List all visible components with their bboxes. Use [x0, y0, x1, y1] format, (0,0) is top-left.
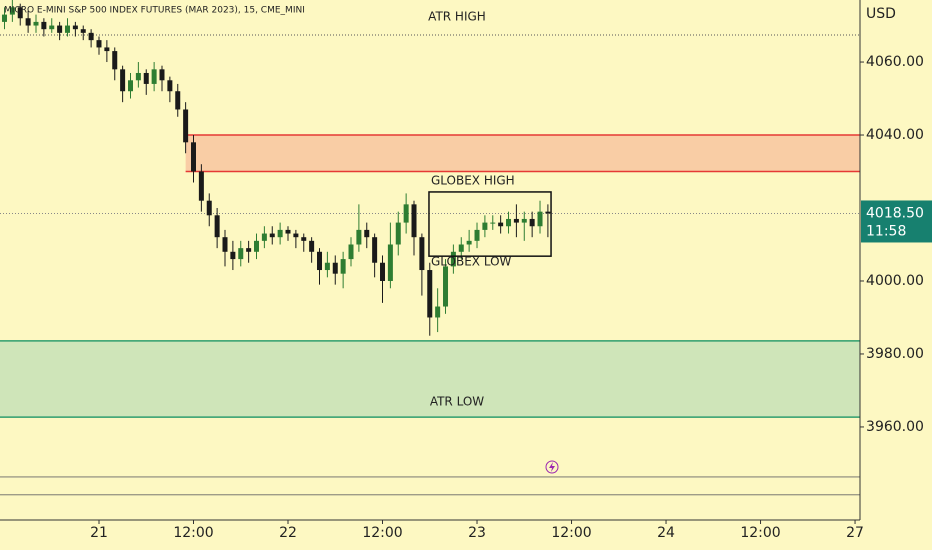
candle-body — [104, 47, 110, 52]
candle-body — [411, 204, 417, 238]
y-tick-label: 4000.00 — [866, 273, 924, 289]
candle-body — [127, 80, 133, 92]
candle-body — [356, 229, 362, 245]
candle-body — [214, 215, 220, 238]
atr-high-label: ATR HIGH — [428, 10, 486, 24]
candle-body — [175, 91, 181, 110]
candle-body — [277, 229, 283, 238]
candle-body — [80, 29, 86, 33]
candle-body — [112, 51, 118, 70]
candle-body — [301, 237, 307, 241]
last-price-label: 4018.50 — [866, 205, 924, 221]
candle-body — [521, 218, 527, 223]
candle-body — [64, 25, 70, 33]
candle-body — [317, 251, 323, 271]
candle-body — [309, 240, 315, 252]
globex-low-label: GLOBEX LOW — [431, 255, 512, 269]
candle-body — [25, 18, 31, 26]
x-tick-label: 12:00 — [551, 525, 591, 541]
zone — [0, 340, 860, 418]
flash-icon — [545, 460, 559, 474]
candle-body — [443, 266, 449, 307]
candle-body — [33, 21, 39, 26]
candle-body — [191, 142, 196, 172]
zone-label: ATR LOW — [430, 395, 484, 409]
candle-body — [419, 237, 425, 271]
x-tick-label: 12:00 — [362, 525, 402, 541]
x-tick-label: 12:00 — [173, 525, 213, 541]
candle-body — [427, 270, 433, 318]
candle-body — [372, 237, 378, 263]
candle-body — [324, 262, 330, 271]
candle-body — [1, 14, 7, 22]
candle-body — [387, 244, 393, 281]
candle-body — [198, 171, 204, 201]
candle-body — [545, 211, 551, 214]
last-price-badge — [861, 200, 932, 243]
candle-body — [498, 222, 504, 227]
candle-body — [364, 229, 370, 238]
x-tick-label: 22 — [279, 525, 297, 541]
candle-body — [230, 251, 236, 260]
zone — [185, 135, 861, 172]
x-tick-label: 24 — [657, 525, 675, 541]
y-tick-label: 4060.00 — [866, 54, 924, 70]
candle-body — [57, 25, 63, 33]
candle-body — [458, 244, 464, 252]
candle-body — [222, 237, 228, 252]
countdown: 11:58 — [866, 223, 906, 239]
y-tick-label: 3960.00 — [866, 419, 924, 435]
x-tick-label: 27 — [846, 525, 864, 541]
candle-body — [261, 233, 267, 241]
candle-body — [72, 25, 78, 30]
candle-body — [41, 21, 47, 30]
candle-body — [435, 306, 441, 318]
globex-high-label: GLOBEX HIGH — [431, 173, 515, 187]
candle-body — [143, 72, 149, 84]
candle-body — [120, 69, 126, 92]
candle-body — [96, 40, 102, 48]
candle-body — [395, 222, 401, 245]
candle-body — [380, 262, 386, 281]
x-tick-label: 23 — [468, 525, 486, 541]
candle-body — [238, 248, 244, 260]
candle-body — [49, 25, 55, 30]
candle-body — [474, 229, 480, 241]
candle-body — [513, 218, 519, 223]
candle-body — [167, 80, 173, 92]
candle-body — [17, 7, 23, 19]
candle-body — [348, 244, 354, 260]
y-tick-label: 3980.00 — [866, 346, 924, 362]
chart-title: MICRO E-MINI S&P 500 INDEX FUTURES (MAR … — [4, 6, 305, 16]
candle-body — [466, 240, 472, 245]
candle-body — [269, 233, 275, 238]
candle-body — [482, 222, 488, 230]
candle-body — [159, 69, 165, 81]
candle-body — [332, 262, 338, 274]
candle-body — [206, 200, 212, 216]
candle-body — [403, 204, 409, 223]
candle-body — [506, 218, 512, 227]
candle-body — [135, 72, 141, 81]
y-axis-label: USD — [866, 6, 896, 22]
candle-body — [537, 211, 543, 227]
candle-body — [529, 218, 535, 227]
y-tick-label: 4040.00 — [866, 127, 924, 143]
candle-body — [293, 233, 299, 238]
candle-body — [340, 259, 346, 274]
candle-body — [490, 222, 496, 224]
x-tick-label: 12:00 — [740, 525, 780, 541]
x-tick-label: 21 — [90, 525, 108, 541]
candle-body — [151, 69, 157, 84]
candle-body — [246, 248, 252, 252]
candle-body — [183, 109, 189, 143]
candle-body — [285, 229, 291, 234]
globex-box — [428, 191, 552, 257]
candle-body — [9, 7, 15, 15]
candle-body — [450, 251, 456, 267]
candle-body — [254, 240, 260, 252]
candle-body — [88, 32, 94, 41]
